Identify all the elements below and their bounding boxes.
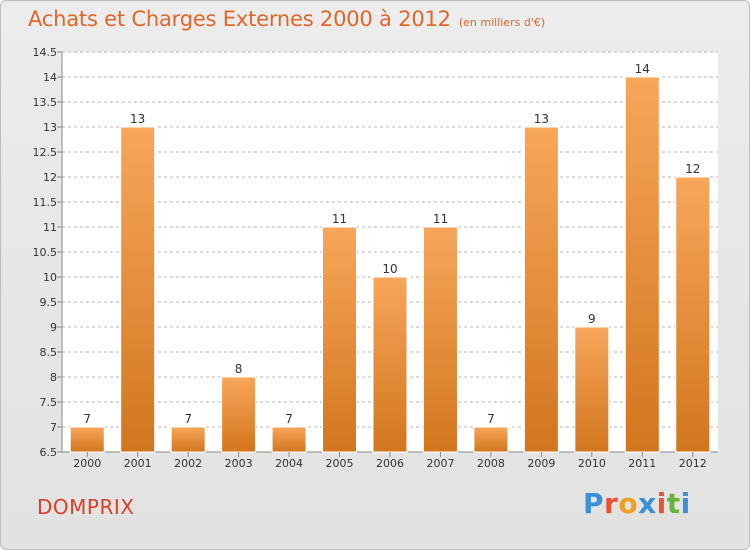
y-tick-label: 6.5	[40, 446, 58, 459]
x-tick-label: 2011	[628, 457, 656, 470]
y-tick-label: 13	[43, 121, 57, 134]
x-tick-label: 2001	[124, 457, 152, 470]
brand-letter: r	[604, 487, 619, 520]
data-label: 13	[534, 112, 549, 126]
y-tick-label: 9	[50, 321, 57, 334]
y-tick-label: 12.5	[33, 146, 58, 159]
data-label: 7	[487, 412, 495, 426]
chart-title: Achats et Charges Externes 2000 à 2012	[28, 7, 451, 31]
data-label: 8	[235, 362, 243, 376]
bar	[221, 376, 257, 453]
x-tick-label: 2003	[225, 457, 253, 470]
bar	[120, 126, 156, 453]
y-tick-label: 14	[43, 71, 57, 84]
brand-letter: P	[583, 487, 605, 520]
y-tick-label: 14.5	[33, 46, 58, 59]
brand-letter: x	[638, 487, 657, 520]
y-tick-label: 12	[43, 171, 57, 184]
data-label: 9	[588, 312, 596, 326]
x-tick-label: 2010	[578, 457, 606, 470]
x-tick-label: 2007	[426, 457, 454, 470]
y-tick-label: 10.5	[33, 246, 58, 259]
bar	[69, 426, 105, 453]
bar	[523, 126, 559, 453]
y-tick-label: 7	[50, 421, 57, 434]
bar	[675, 176, 711, 453]
y-tick-label: 7.5	[40, 396, 58, 409]
brand-letter: o	[618, 487, 639, 520]
bar	[322, 226, 358, 453]
x-tick-label: 2002	[174, 457, 202, 470]
brand-letter: i	[656, 487, 667, 520]
y-tick-label: 13.5	[33, 96, 58, 109]
data-label: 7	[184, 412, 192, 426]
x-tick-label: 2009	[527, 457, 555, 470]
bar	[574, 326, 610, 453]
y-tick-label: 11.5	[33, 196, 58, 209]
brand-logo: Proxiti	[583, 487, 691, 520]
place-name: DOMPRIX	[37, 495, 135, 519]
chart-subtitle: (en milliers d'€)	[458, 16, 546, 29]
data-label: 12	[685, 162, 700, 176]
y-tick-label: 9.5	[40, 296, 58, 309]
data-label: 7	[83, 412, 91, 426]
bar	[422, 226, 458, 453]
x-tick-label: 2005	[326, 457, 354, 470]
x-tick-label: 2012	[679, 457, 707, 470]
data-label: 11	[433, 212, 448, 226]
data-label: 13	[130, 112, 145, 126]
bar	[372, 276, 408, 453]
brand-letter: i	[680, 487, 691, 520]
x-tick-label: 2008	[477, 457, 505, 470]
bar	[271, 426, 307, 453]
y-tick-label: 8	[50, 371, 57, 384]
bar	[624, 76, 660, 453]
bar	[473, 426, 509, 453]
data-label: 7	[285, 412, 293, 426]
data-label: 14	[635, 62, 650, 76]
data-label: 11	[332, 212, 347, 226]
x-tick-label: 2006	[376, 457, 404, 470]
x-tick-label: 2000	[73, 457, 101, 470]
x-tick-label: 2004	[275, 457, 303, 470]
data-label: 10	[382, 262, 397, 276]
y-tick-label: 11	[43, 221, 57, 234]
brand-letter: t	[666, 487, 681, 520]
y-tick-label: 10	[43, 271, 57, 284]
y-tick-label: 8.5	[40, 346, 58, 359]
bar	[170, 426, 206, 453]
chart-title-block: Achats et Charges Externes 2000 à 2012 (e…	[28, 7, 545, 31]
